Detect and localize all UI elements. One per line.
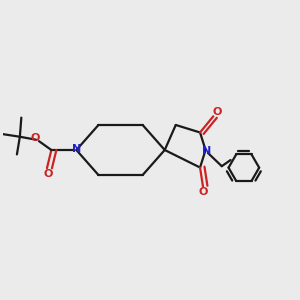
Text: N: N [202,146,211,156]
Text: O: O [31,133,40,143]
Text: O: O [198,187,208,197]
Text: O: O [212,107,222,118]
Text: O: O [43,169,52,178]
Text: N: N [72,143,81,154]
